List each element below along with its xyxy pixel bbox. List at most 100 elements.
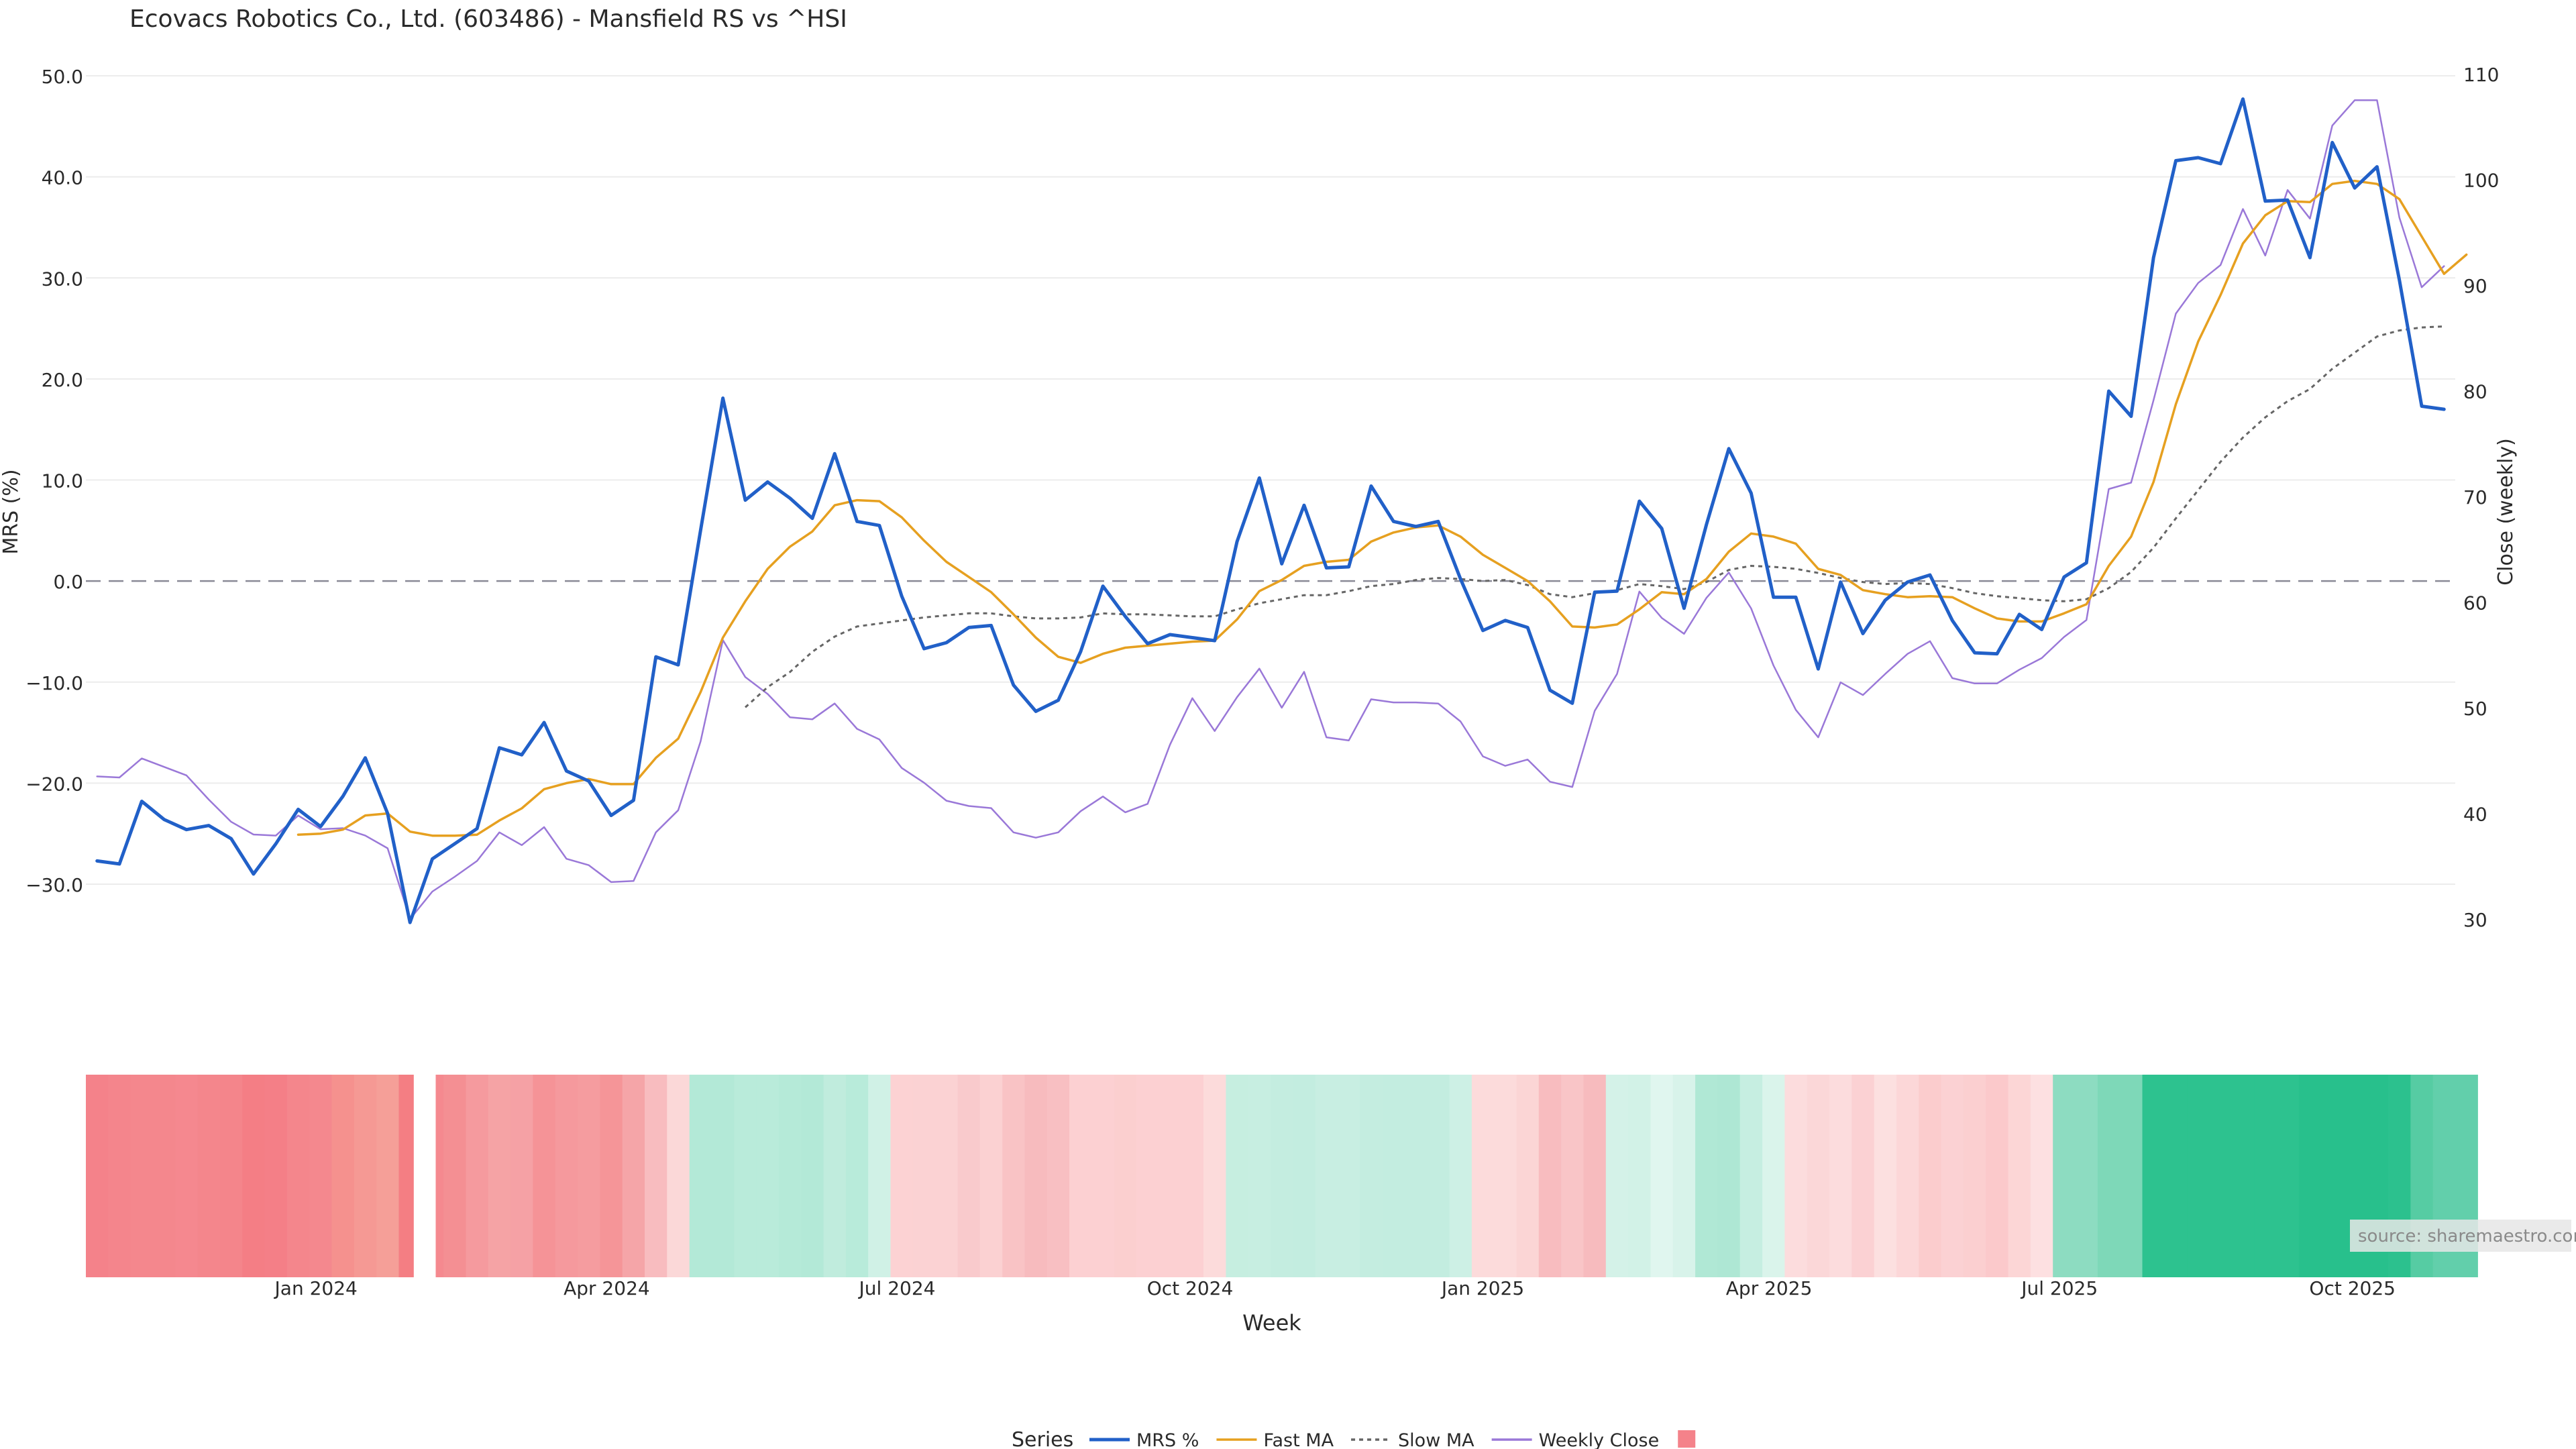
x-tick-label: Jan 2024 xyxy=(274,1277,358,1299)
x-tick-label: Jul 2025 xyxy=(2020,1277,2098,1299)
x-tick-label: Oct 2025 xyxy=(2309,1277,2396,1299)
heatmap-cell xyxy=(2164,1075,2188,1277)
heatmap-cell xyxy=(1136,1075,1159,1277)
heatmap-cell xyxy=(1002,1075,1026,1277)
heatmap-cell xyxy=(756,1075,780,1277)
heatmap-cell xyxy=(331,1075,355,1277)
heatmap-cell xyxy=(175,1075,199,1277)
x-tick-label: Oct 2024 xyxy=(1147,1277,1234,1299)
y-right-tick-label: 50 xyxy=(2463,698,2487,720)
heatmap-cell xyxy=(845,1075,869,1277)
legend-label: Weekly Close xyxy=(1539,1430,1660,1449)
legend-label: MRS % xyxy=(1136,1430,1199,1449)
y-right-tick-label: 80 xyxy=(2463,381,2487,403)
heatmap-cell xyxy=(1538,1075,1562,1277)
heatmap-cell xyxy=(511,1075,533,1277)
legend-swatch xyxy=(1678,1430,1696,1448)
heatmap-cell xyxy=(2075,1075,2098,1277)
x-tick-label: Jan 2025 xyxy=(1440,1277,1524,1299)
heatmap-cell xyxy=(1784,1075,1808,1277)
series-line-weekly-close xyxy=(96,99,2445,920)
legend-label: Slow MA xyxy=(1398,1430,1474,1449)
heatmap-cell xyxy=(1427,1075,1450,1277)
heatmap-cell xyxy=(1181,1075,1204,1277)
heatmap-cell xyxy=(823,1075,847,1277)
y-left-tick-label: 50.0 xyxy=(42,66,83,88)
heatmap-cell xyxy=(1963,1075,1986,1277)
heatmap-cell xyxy=(130,1075,154,1277)
legend-item xyxy=(1678,1430,1696,1448)
heatmap-cell xyxy=(1762,1075,1785,1277)
y-left-tick-label: −10.0 xyxy=(25,672,83,694)
heatmap-cell xyxy=(801,1075,824,1277)
x-tick-label: Apr 2024 xyxy=(564,1277,650,1299)
series-layer xyxy=(95,97,2468,924)
heatmap-cell xyxy=(1605,1075,1629,1277)
heatmap-cell xyxy=(600,1075,623,1277)
heatmap-cell xyxy=(734,1075,757,1277)
heatmap-cell xyxy=(2298,1075,2322,1277)
heatmap-cell xyxy=(2187,1075,2210,1277)
heatmap-cell xyxy=(1382,1075,1405,1277)
heatmap-cell xyxy=(1829,1075,1852,1277)
heatmap-cell xyxy=(286,1075,310,1277)
heatmap-cell xyxy=(890,1075,914,1277)
heatmap-cell xyxy=(957,1075,981,1277)
y-left-tick-label: 10.0 xyxy=(42,470,83,492)
y-left-tick-label: −20.0 xyxy=(25,773,83,795)
y-axis-left-label: MRS (%) xyxy=(0,469,23,554)
y-left-tick-label: 30.0 xyxy=(42,268,83,290)
heatmap-cell xyxy=(488,1075,511,1277)
y-right-tick-label: 30 xyxy=(2463,909,2487,931)
y-left-tick-label: 20.0 xyxy=(42,369,83,391)
heatmap-cell xyxy=(1739,1075,1763,1277)
heatmap-cell xyxy=(1248,1075,1271,1277)
heatmap-cell xyxy=(2276,1075,2300,1277)
heatmap-cell xyxy=(1091,1075,1115,1277)
heatmap-cell xyxy=(1069,1075,1092,1277)
heatmap-cell xyxy=(1114,1075,1137,1277)
heatmap-cell xyxy=(2209,1075,2233,1277)
legend-label: Fast MA xyxy=(1263,1430,1334,1449)
heatmap-cell xyxy=(935,1075,959,1277)
y-axis-right-label: Close (weekly) xyxy=(2494,438,2518,586)
legend-item: MRS % xyxy=(1089,1430,1199,1449)
heatmap-cell xyxy=(86,1075,109,1277)
heatmap-cell xyxy=(1404,1075,1428,1277)
x-tick-label: Apr 2025 xyxy=(1726,1277,1813,1299)
heatmap-cell xyxy=(1896,1075,1919,1277)
heatmap-cell xyxy=(2231,1075,2255,1277)
heatmap-cell xyxy=(443,1075,466,1277)
heatmap-cell xyxy=(1919,1075,1942,1277)
heatmap-cell xyxy=(1271,1075,1293,1277)
x-axis-label: Week xyxy=(1242,1310,1301,1336)
y-right-tick-label: 60 xyxy=(2463,592,2487,614)
heatmap-cell xyxy=(398,1075,414,1277)
legend-item: Slow MA xyxy=(1351,1430,1474,1449)
heatmap-cell xyxy=(689,1075,712,1277)
heatmap-cell xyxy=(1024,1075,1048,1277)
y-right-tick-label: 100 xyxy=(2463,170,2499,192)
heatmap-cell xyxy=(1583,1075,1607,1277)
heatmap-cell xyxy=(778,1075,802,1277)
heatmap-cell xyxy=(1807,1075,1830,1277)
heatmap-cell xyxy=(667,1075,690,1277)
heatmap-cell xyxy=(578,1075,600,1277)
series-line-fast-ma xyxy=(297,179,2468,837)
heatmap-cell xyxy=(1046,1075,1070,1277)
y-axis-left: 50.0 40.0 30.0 20.0 10.0 0.0 −10.0 −20.0 −30.0 xyxy=(25,66,83,896)
legend-item: Fast MA xyxy=(1216,1430,1334,1449)
y-left-tick-label: 0.0 xyxy=(53,571,83,593)
heatmap-cell xyxy=(1226,1075,1249,1277)
heatmap-cell xyxy=(264,1075,288,1277)
heatmap-cell xyxy=(1360,1075,1383,1277)
source-note-background xyxy=(2350,1220,2571,1252)
x-axis: Jan 2024 Apr 2024 Jul 2024 Oct 2024 Jan 2025… xyxy=(274,1277,2396,1299)
gridlines xyxy=(86,75,2455,885)
y-right-tick-label: 70 xyxy=(2463,486,2487,508)
series-line-slow-ma xyxy=(744,325,2445,708)
heatmap-cell xyxy=(1717,1075,1741,1277)
legend-item: Weekly Close xyxy=(1491,1430,1660,1449)
heatmap-cell xyxy=(354,1075,377,1277)
heatmap-cell xyxy=(868,1075,892,1277)
